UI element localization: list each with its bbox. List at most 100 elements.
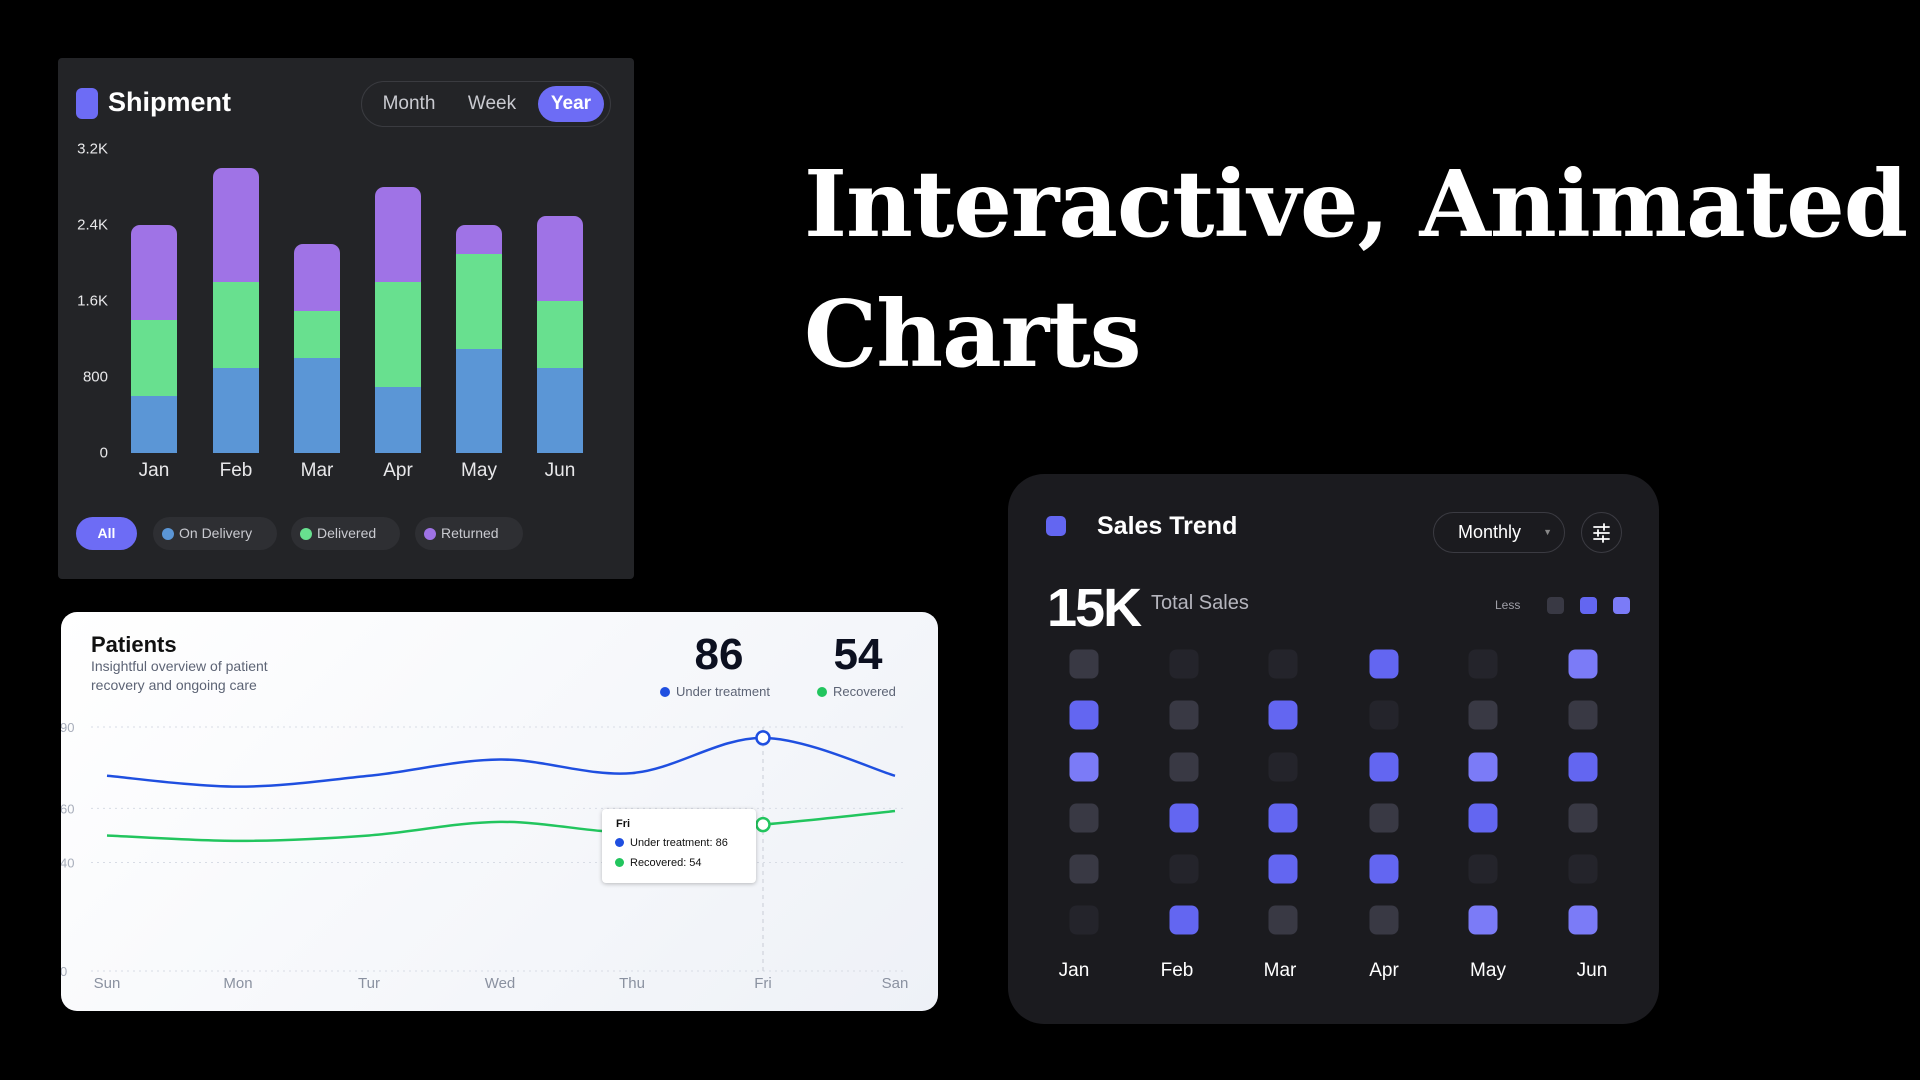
heatmap-cell[interactable] xyxy=(1369,700,1399,730)
heatmap-cell[interactable] xyxy=(1369,649,1399,679)
patients-line-chart[interactable]: 0 40 60 90 Sun Mon Tur Wed Thu Fri San xyxy=(61,612,938,1011)
heatmap-cell[interactable] xyxy=(1169,905,1199,935)
heatmap-cell[interactable] xyxy=(1568,752,1598,782)
y-tick-label: 40 xyxy=(61,856,74,871)
period-dropdown[interactable]: Monthly ▼ xyxy=(1433,512,1565,553)
bar-segment-returned[interactable] xyxy=(131,225,177,320)
heatmap-cell[interactable] xyxy=(1169,803,1199,833)
heatmap-cell[interactable] xyxy=(1369,905,1399,935)
bar-segment-delivered[interactable] xyxy=(537,301,583,368)
heatmap-cell[interactable] xyxy=(1268,905,1298,935)
bar-segment-returned[interactable] xyxy=(213,168,259,282)
bar-segment-on-delivery[interactable] xyxy=(213,367,259,453)
filter-on-delivery[interactable]: On Delivery xyxy=(153,517,277,550)
bar-segment-returned[interactable] xyxy=(537,215,583,301)
bar-segment-delivered[interactable] xyxy=(456,253,502,349)
y-tick-label: 0 xyxy=(61,964,67,979)
heatmap-cell[interactable] xyxy=(1568,700,1598,730)
patients-card: Patients Insightful overview of patient … xyxy=(61,612,938,1011)
sales-title: Sales Trend xyxy=(1097,512,1238,540)
heatmap-cell[interactable] xyxy=(1468,803,1498,833)
heatmap-cell[interactable] xyxy=(1069,700,1099,730)
heatmap-cell[interactable] xyxy=(1069,854,1099,884)
shipment-icon xyxy=(76,88,98,119)
filter-returned[interactable]: Returned xyxy=(415,517,523,550)
heatmap-cell[interactable] xyxy=(1369,752,1399,782)
heatmap-cell[interactable] xyxy=(1169,854,1199,884)
filter-button[interactable] xyxy=(1581,512,1622,553)
toggle-month[interactable]: Month xyxy=(382,93,436,114)
bar-segment-on-delivery[interactable] xyxy=(456,348,502,453)
period-value: Monthly xyxy=(1458,522,1522,542)
heatmap-cell[interactable] xyxy=(1369,803,1399,833)
heatmap-cell[interactable] xyxy=(1468,700,1498,730)
bar-segment-on-delivery[interactable] xyxy=(131,396,177,453)
bar-segment-on-delivery[interactable] xyxy=(537,367,583,453)
x-tick-label: Feb xyxy=(219,460,253,481)
toggle-year[interactable]: Year xyxy=(538,86,604,122)
series-line-recovered xyxy=(106,809,896,843)
legend-swatch xyxy=(1547,597,1564,614)
bar-segment-delivered[interactable] xyxy=(131,320,177,396)
bar-segment-on-delivery[interactable] xyxy=(294,358,340,453)
headline-line-1: Interactive, Animated xyxy=(804,150,1908,258)
heatmap-cell[interactable] xyxy=(1568,854,1598,884)
y-tick-label: 3.2K xyxy=(77,140,108,158)
x-tick-label: Jun xyxy=(544,460,576,481)
green-dot xyxy=(817,687,827,697)
bar-segment-delivered[interactable] xyxy=(375,282,421,387)
heatmap-cell[interactable] xyxy=(1069,905,1099,935)
x-tick-label: San xyxy=(882,975,909,992)
filter-label: Returned xyxy=(441,525,499,541)
month-label: Jun xyxy=(1576,960,1608,981)
x-tick-label: Apr xyxy=(383,460,413,481)
green-dot xyxy=(615,858,624,867)
heatmap-cell[interactable] xyxy=(1468,905,1498,935)
bar-segment-delivered[interactable] xyxy=(213,282,259,368)
x-tick-label: Tur xyxy=(358,975,380,992)
blue-dot xyxy=(615,838,624,847)
heatmap-cell[interactable] xyxy=(1069,649,1099,679)
heatmap-cell[interactable] xyxy=(1268,752,1298,782)
y-tick-label: 1.6K xyxy=(77,292,108,310)
patients-title: Patients xyxy=(91,632,177,657)
heatmap-cell[interactable] xyxy=(1169,649,1199,679)
heatmap-cell[interactable] xyxy=(1468,854,1498,884)
heatmap-cell[interactable] xyxy=(1169,752,1199,782)
heatmap-cell[interactable] xyxy=(1268,700,1298,730)
filter-label: Delivered xyxy=(317,525,377,541)
heatmap-cell[interactable] xyxy=(1268,649,1298,679)
heatmap-cell[interactable] xyxy=(1568,905,1598,935)
patients-subtitle: recovery and ongoing care xyxy=(91,677,257,693)
heatmap-cell[interactable] xyxy=(1069,752,1099,782)
bar-segment-on-delivery[interactable] xyxy=(375,386,421,453)
chart-tooltip: Fri Under treatment: 86 Recovered: 54 xyxy=(602,809,756,883)
toggle-week[interactable]: Week xyxy=(467,93,517,114)
bar-segment-returned[interactable] xyxy=(375,187,421,282)
month-label: Apr xyxy=(1369,960,1399,981)
filter-delivered[interactable]: Delivered xyxy=(291,517,400,550)
patients-subtitle: Insightful overview of patient xyxy=(91,658,268,674)
tooltip-day: Fri xyxy=(616,818,631,830)
bar-segment-returned[interactable] xyxy=(294,244,340,311)
tooltip-text: Recovered: 54 xyxy=(630,857,702,869)
heatmap-cell[interactable] xyxy=(1568,803,1598,833)
y-tick-label: 800 xyxy=(82,368,108,386)
series-line-under-treatment xyxy=(106,736,896,788)
heatmap-cell[interactable] xyxy=(1568,649,1598,679)
heatmap-cell[interactable] xyxy=(1268,854,1298,884)
heatmap-cell[interactable] xyxy=(1069,803,1099,833)
filter-all[interactable]: All xyxy=(76,517,137,550)
heatmap-cell[interactable] xyxy=(1468,752,1498,782)
delivered-dot xyxy=(300,528,312,540)
heatmap-cell[interactable] xyxy=(1268,803,1298,833)
heatmap-cell[interactable] xyxy=(1169,700,1199,730)
legend-less-label: Less xyxy=(1495,598,1521,612)
bar-segment-delivered[interactable] xyxy=(294,310,340,358)
shipment-title: Shipment xyxy=(108,87,232,117)
returned-dot xyxy=(424,528,436,540)
bar-segment-returned[interactable] xyxy=(456,225,502,254)
heatmap-cell[interactable] xyxy=(1468,649,1498,679)
heatmap-cell[interactable] xyxy=(1369,854,1399,884)
data-point-marker xyxy=(755,816,771,833)
